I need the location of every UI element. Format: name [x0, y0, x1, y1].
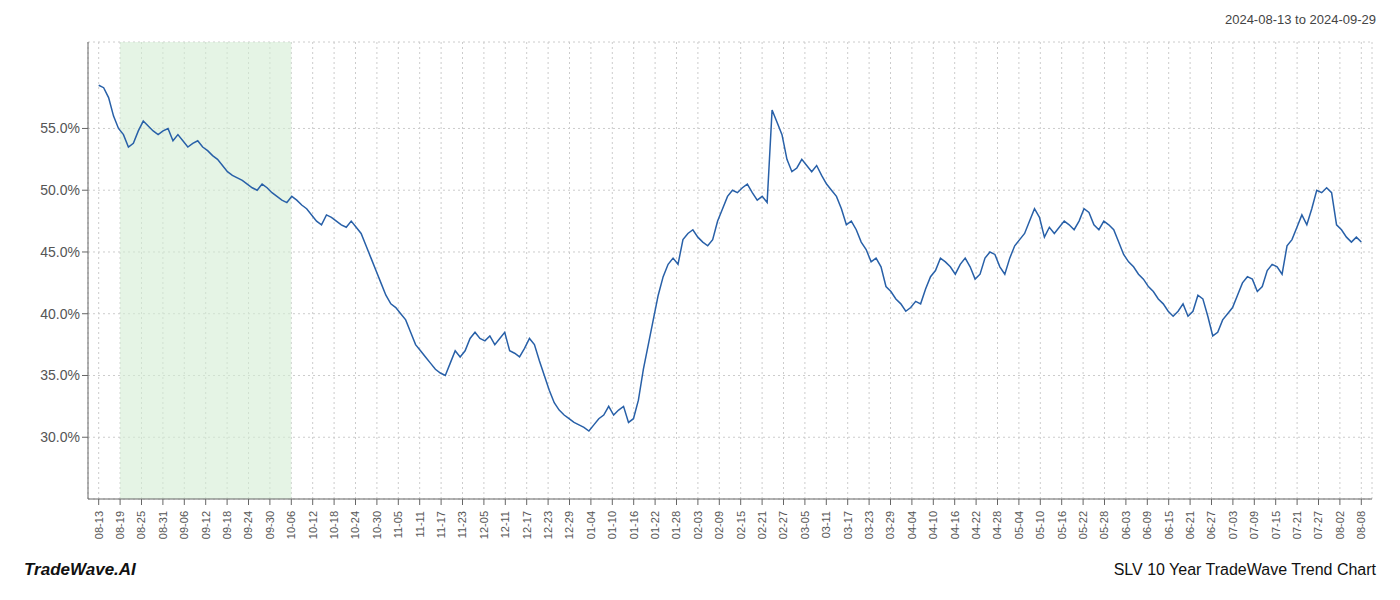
svg-text:04-16: 04-16	[949, 511, 961, 539]
svg-text:02-09: 02-09	[713, 511, 725, 539]
svg-text:12-29: 12-29	[563, 511, 575, 539]
svg-text:12-23: 12-23	[542, 511, 554, 539]
svg-text:02-03: 02-03	[692, 511, 704, 539]
svg-text:07-27: 07-27	[1312, 511, 1324, 539]
svg-text:03-29: 03-29	[884, 511, 896, 539]
svg-text:55.0%: 55.0%	[40, 120, 80, 136]
svg-text:11-23: 11-23	[456, 511, 468, 538]
svg-text:12-17: 12-17	[521, 511, 533, 539]
svg-text:02-27: 02-27	[777, 511, 789, 539]
svg-text:10-06: 10-06	[285, 511, 297, 539]
svg-text:05-16: 05-16	[1056, 511, 1068, 539]
svg-text:30.0%: 30.0%	[40, 429, 80, 445]
html-text:SLV 10 Year TradeWave Trend Ch: SLV 10 Year TradeWave Trend Chart	[1113, 561, 1376, 578]
svg-text:01-04: 01-04	[585, 511, 597, 539]
svg-text:04-22: 04-22	[970, 511, 982, 539]
svg-text:01-22: 01-22	[649, 511, 661, 539]
svg-text:09-24: 09-24	[242, 511, 254, 539]
svg-text:06-03: 06-03	[1120, 511, 1132, 539]
svg-text:10-12: 10-12	[307, 511, 319, 539]
svg-text:12-11: 12-11	[499, 511, 511, 538]
svg-text:09-18: 09-18	[221, 511, 233, 539]
html-text:2024-08-13 to 2024-09-29: 2024-08-13 to 2024-09-29	[1224, 12, 1376, 27]
svg-text:07-15: 07-15	[1270, 511, 1282, 539]
svg-text:06-21: 06-21	[1184, 511, 1196, 539]
svg-text:10-30: 10-30	[371, 511, 383, 539]
svg-text:07-03: 07-03	[1227, 511, 1239, 539]
svg-text:45.0%: 45.0%	[40, 244, 80, 260]
svg-text:05-10: 05-10	[1034, 511, 1046, 539]
svg-text:05-22: 05-22	[1077, 511, 1089, 539]
svg-text:02-21: 02-21	[756, 511, 768, 539]
svg-text:03-05: 03-05	[799, 511, 811, 539]
svg-text:08-13: 08-13	[93, 511, 105, 539]
svg-text:02-15: 02-15	[735, 511, 747, 539]
svg-text:08-19: 08-19	[114, 511, 126, 539]
svg-text:04-28: 04-28	[991, 511, 1003, 539]
svg-text:08-08: 08-08	[1355, 511, 1367, 539]
svg-text:01-28: 01-28	[670, 511, 682, 539]
svg-text:05-28: 05-28	[1098, 511, 1110, 539]
svg-text:01-10: 01-10	[606, 511, 618, 539]
svg-text:04-10: 04-10	[927, 511, 939, 539]
svg-text:05-04: 05-04	[1013, 511, 1025, 539]
svg-text:11-05: 11-05	[392, 511, 404, 538]
svg-text:03-17: 03-17	[842, 511, 854, 539]
svg-text:01-16: 01-16	[628, 511, 640, 539]
svg-text:10-24: 10-24	[349, 511, 361, 539]
svg-text:11-17: 11-17	[435, 511, 447, 538]
svg-text:12-05: 12-05	[478, 511, 490, 539]
svg-text:04-04: 04-04	[906, 511, 918, 539]
svg-text:08-31: 08-31	[157, 511, 169, 539]
svg-text:06-09: 06-09	[1141, 511, 1153, 539]
svg-text:40.0%: 40.0%	[40, 306, 80, 322]
svg-text:09-06: 09-06	[178, 511, 190, 539]
svg-text:35.0%: 35.0%	[40, 367, 80, 383]
svg-text:03-23: 03-23	[863, 511, 875, 539]
svg-text:03-11: 03-11	[820, 511, 832, 538]
svg-text:07-09: 07-09	[1248, 511, 1260, 539]
svg-text:11-11: 11-11	[414, 511, 426, 538]
svg-text:10-18: 10-18	[328, 511, 340, 539]
html-text:TradeWave.AI: TradeWave.AI	[24, 560, 136, 579]
svg-text:08-25: 08-25	[135, 511, 147, 539]
svg-text:06-27: 06-27	[1205, 511, 1217, 539]
svg-text:09-12: 09-12	[200, 511, 212, 539]
svg-text:09-30: 09-30	[264, 511, 276, 539]
svg-text:07-21: 07-21	[1291, 511, 1303, 539]
svg-text:08-02: 08-02	[1334, 511, 1346, 539]
svg-text:06-15: 06-15	[1163, 511, 1175, 539]
svg-text:50.0%: 50.0%	[40, 182, 80, 198]
